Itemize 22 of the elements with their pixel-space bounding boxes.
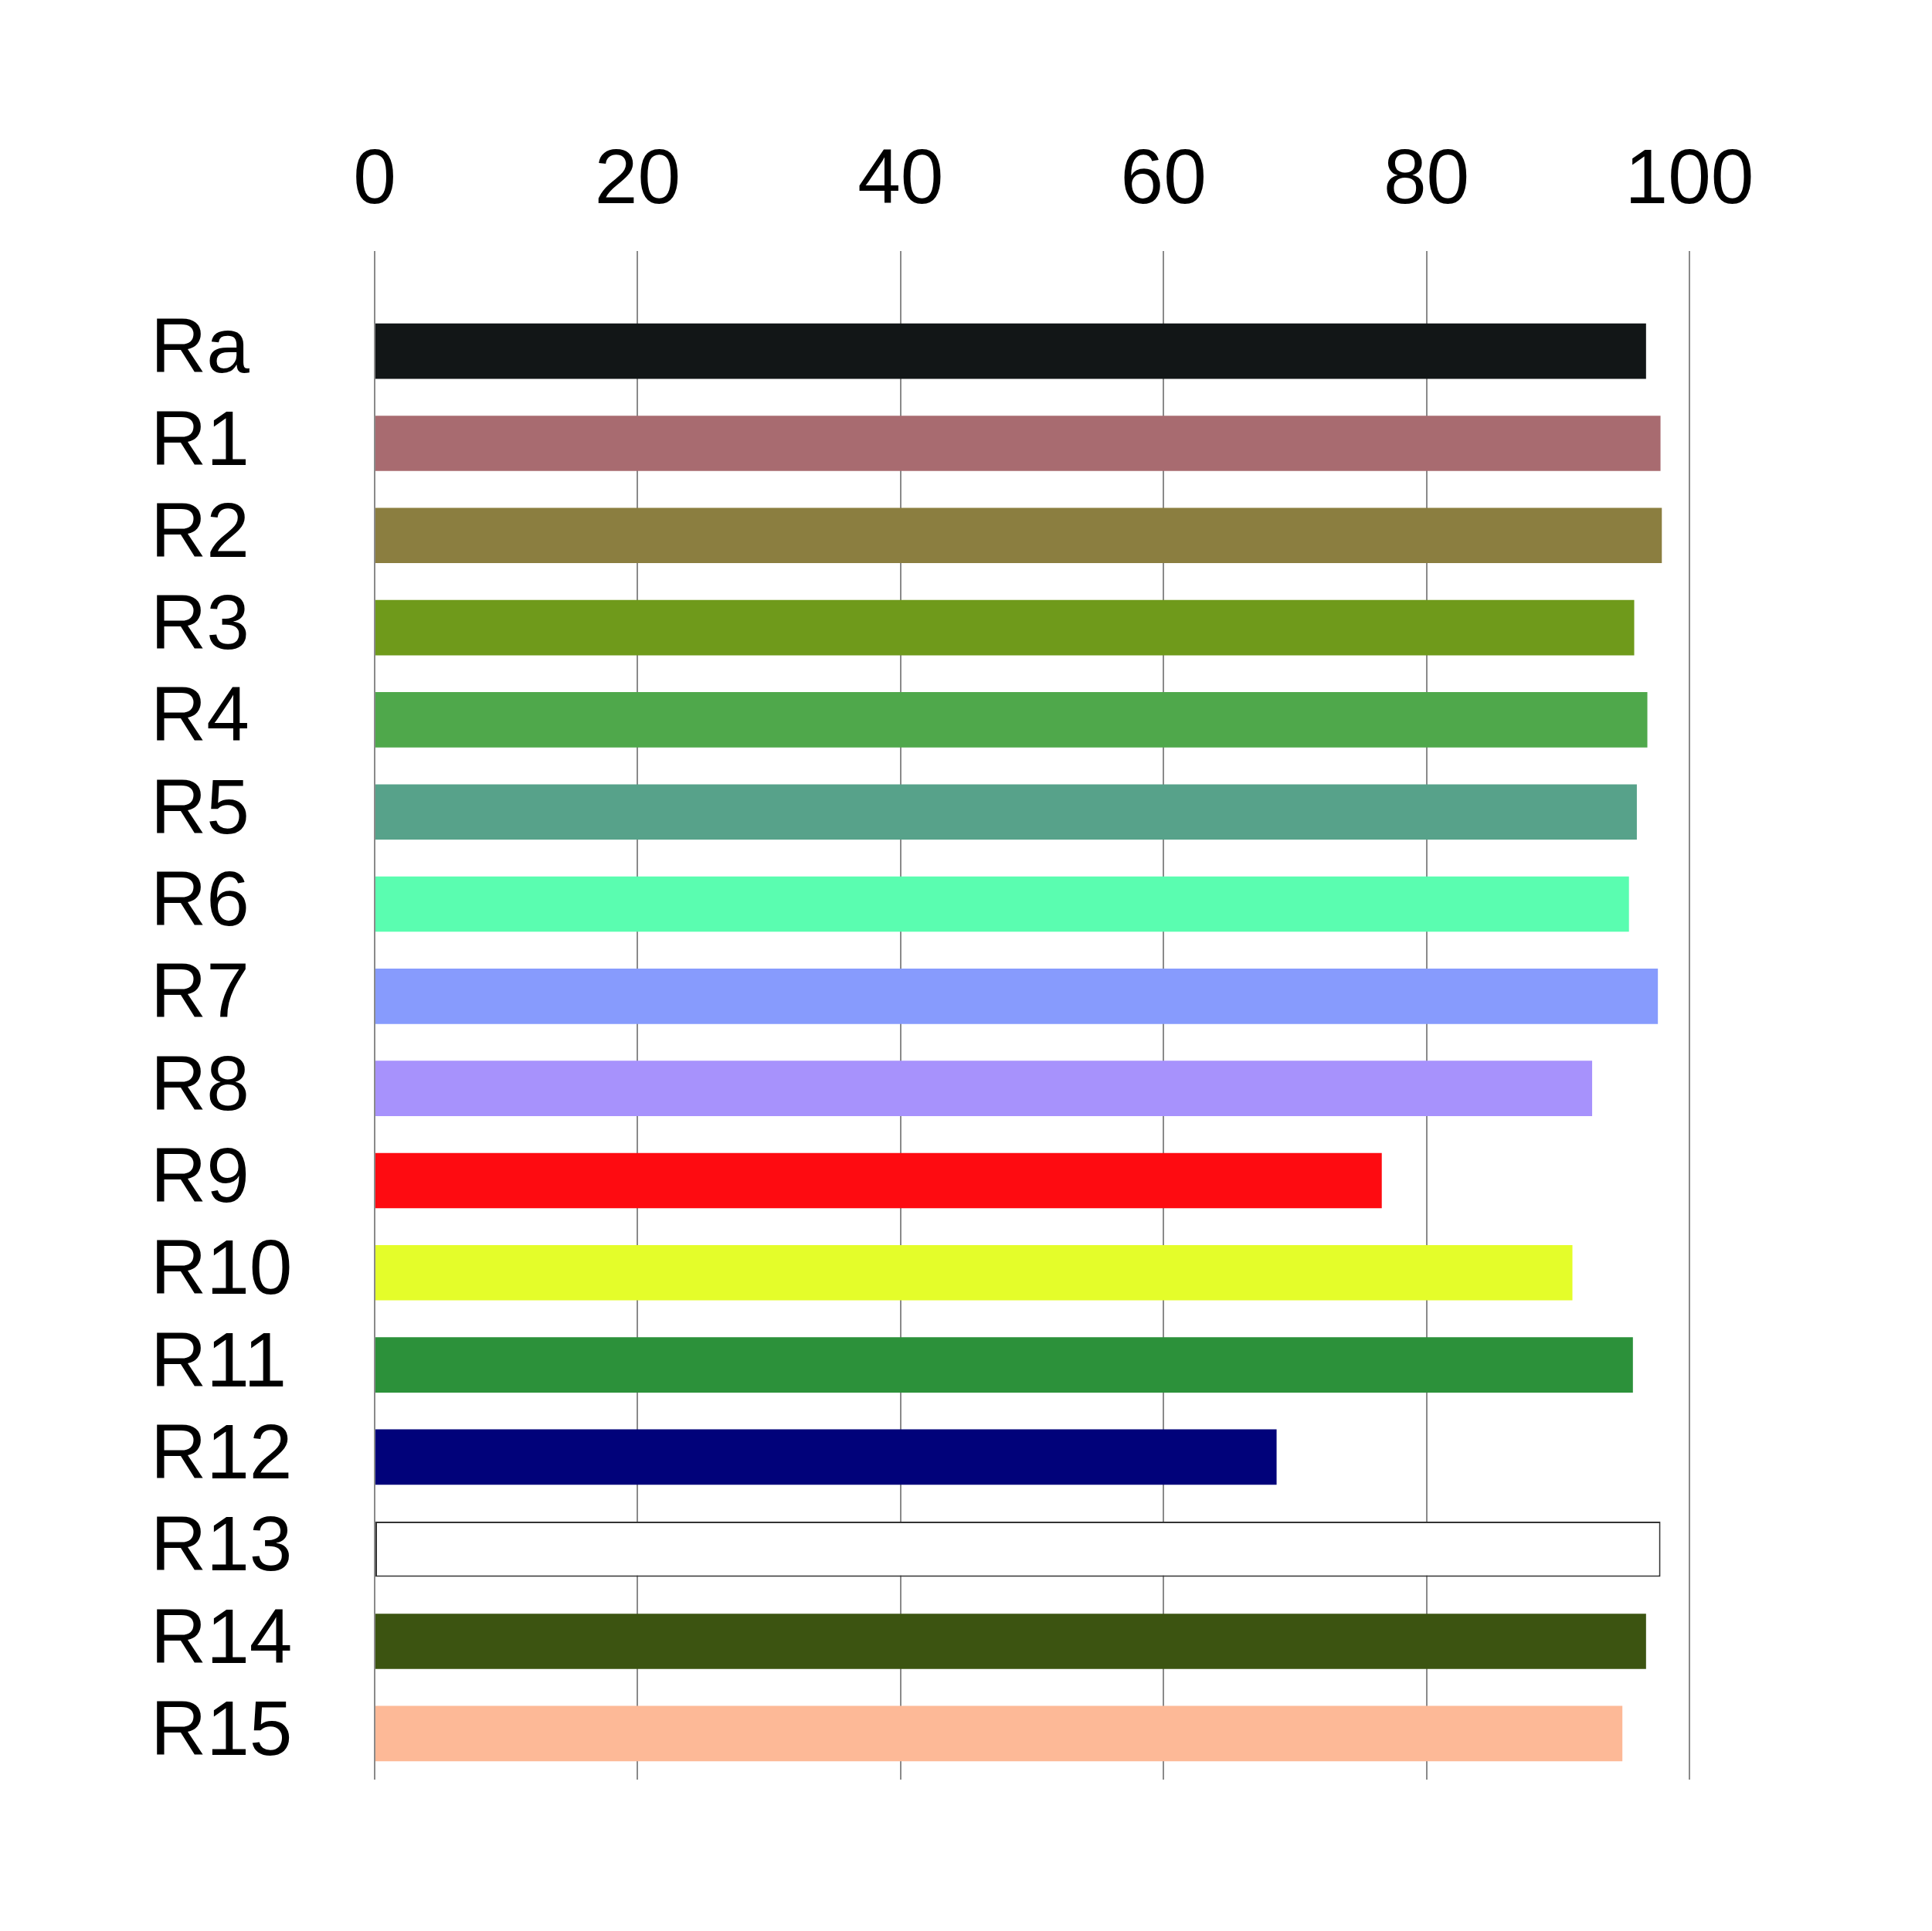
x-tick-label: 60 <box>1120 132 1207 219</box>
y-tick-label: R14 <box>151 1592 293 1679</box>
x-tick-label: 100 <box>1625 132 1754 219</box>
x-tick-label: 0 <box>353 132 396 219</box>
y-tick-label: R5 <box>151 762 250 850</box>
y-tick-label: R6 <box>151 855 250 942</box>
y-tick-label: R10 <box>151 1223 293 1311</box>
y-tick-label: R8 <box>151 1039 250 1126</box>
y-tick-label: R13 <box>151 1500 293 1587</box>
x-tick-label: 80 <box>1383 132 1470 219</box>
x-tick-label: 20 <box>594 132 681 219</box>
y-tick-label: R1 <box>151 394 250 481</box>
y-tick-label: R12 <box>151 1407 293 1495</box>
y-tick-label: Ra <box>151 302 250 389</box>
y-tick-label: R3 <box>151 579 250 666</box>
y-tick-label: R7 <box>151 947 250 1034</box>
y-tick-label: R15 <box>151 1684 293 1771</box>
y-tick-label: R9 <box>151 1132 250 1219</box>
y-tick-label: R4 <box>151 670 250 758</box>
y-tick-label: R2 <box>151 486 250 573</box>
y-tick-label: R11 <box>151 1315 287 1403</box>
x-tick-label: 40 <box>857 132 944 219</box>
